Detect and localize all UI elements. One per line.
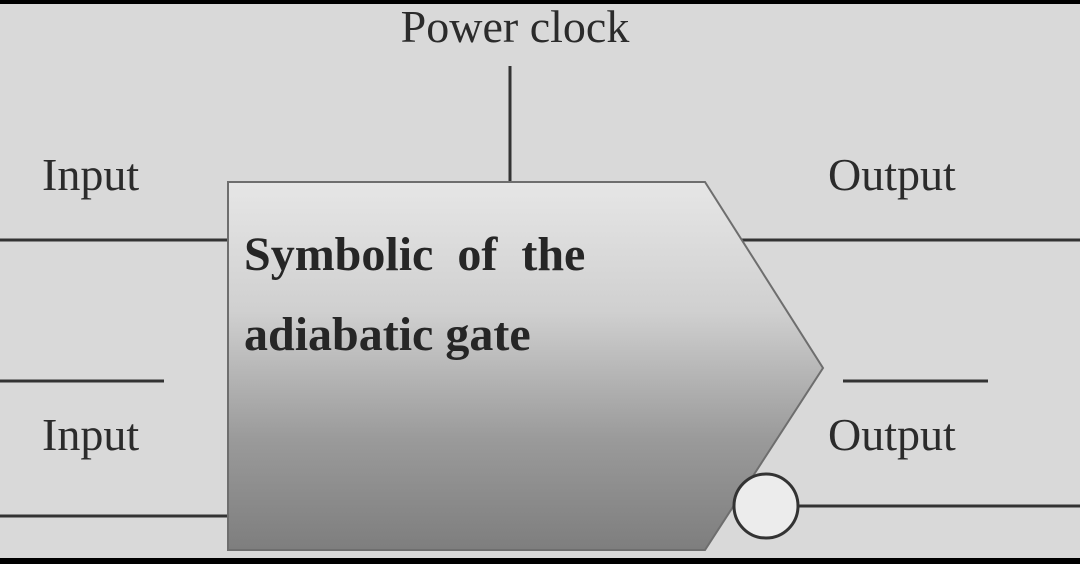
- output-bar-label: Output: [828, 409, 956, 460]
- gate-title-line1: Symbolic of the: [244, 228, 585, 281]
- adiabatic-gate-body: [227, 181, 825, 551]
- gate-title-line2: adiabatic gate: [244, 308, 531, 361]
- power-clock-label: Power clock: [401, 4, 630, 52]
- gate-diagram: Power clock Input Input Output Output Sy…: [0, 4, 1080, 551]
- input-bar-label: Input: [42, 409, 139, 460]
- diagram-canvas: Power clock Input Input Output Output Sy…: [0, 4, 1080, 558]
- inversion-bubble: [732, 472, 800, 540]
- output-label: Output: [828, 149, 956, 200]
- input-label: Input: [42, 149, 139, 200]
